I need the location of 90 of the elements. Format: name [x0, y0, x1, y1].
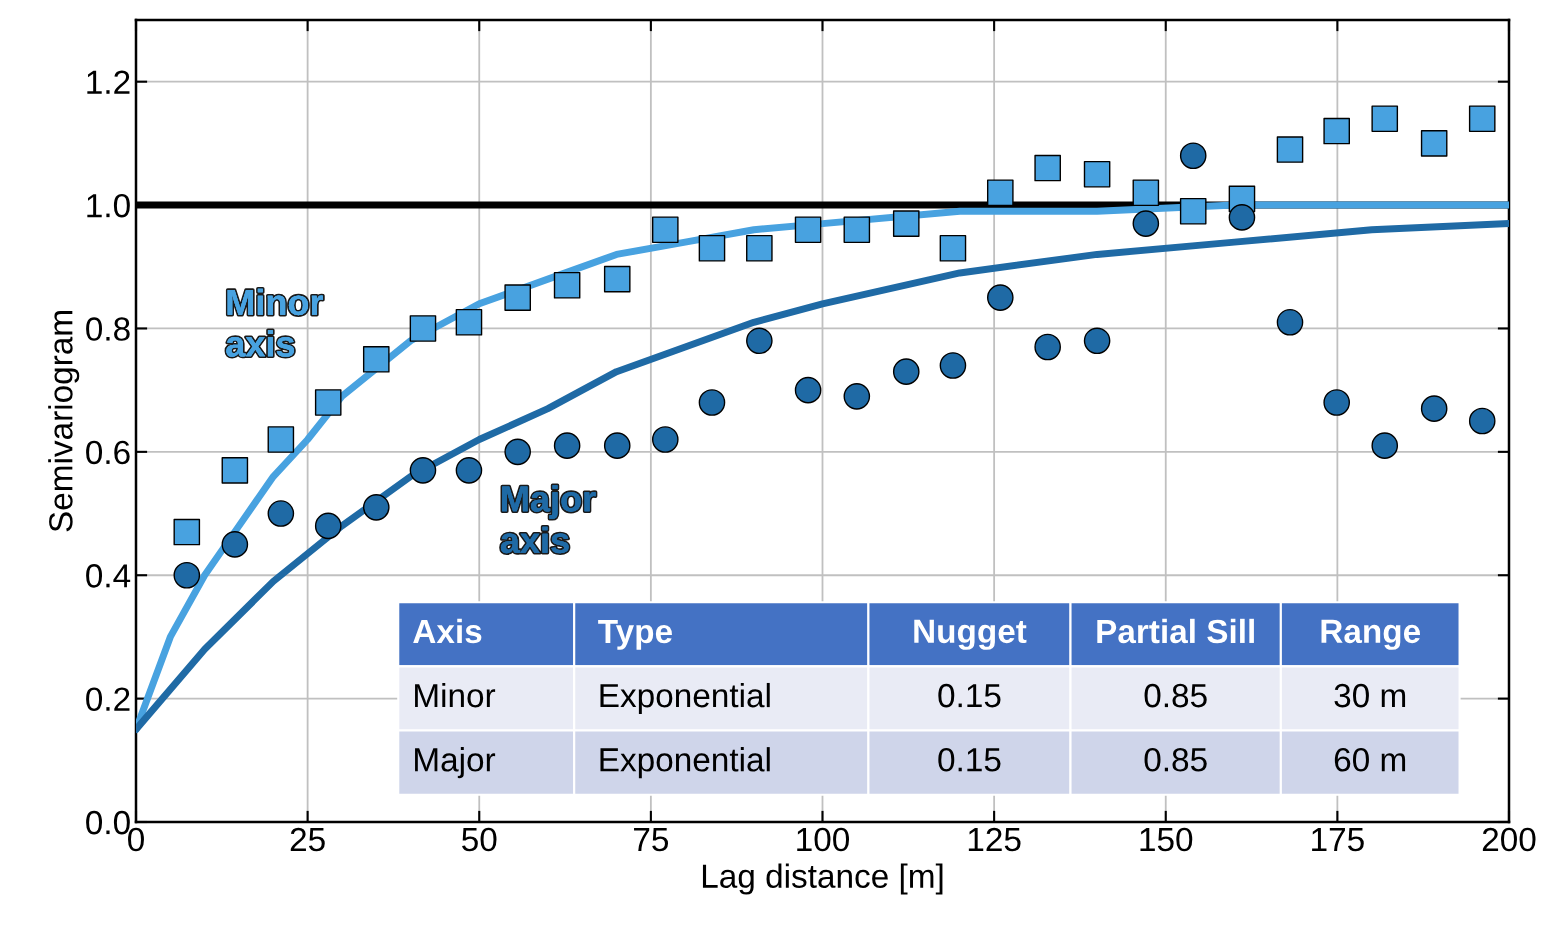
point [314, 389, 342, 416]
point [1228, 204, 1256, 231]
point [1034, 333, 1061, 361]
annotation: Range [1321, 619, 1421, 650]
point [1132, 179, 1160, 207]
point [1468, 407, 1496, 435]
point [1132, 210, 1160, 237]
point [267, 500, 295, 527]
annotation: Exponential [600, 682, 770, 715]
x-tick-label: 125 [968, 827, 1021, 852]
point [1179, 197, 1207, 225]
point [892, 210, 920, 237]
point [843, 383, 871, 410]
point [504, 284, 532, 311]
x-tick-label: 75 [634, 828, 669, 852]
point [1083, 160, 1111, 188]
point [651, 216, 679, 244]
point [939, 234, 967, 262]
point [1420, 130, 1448, 157]
point [173, 561, 201, 589]
point [651, 426, 679, 453]
point [843, 216, 871, 244]
point [698, 389, 726, 416]
point [362, 345, 390, 373]
point [698, 234, 726, 262]
y-tick-label: 0.4 [86, 564, 131, 588]
point [553, 271, 581, 299]
annotation: Exponential [600, 747, 770, 779]
point [939, 352, 967, 379]
point [267, 426, 295, 453]
point [603, 432, 631, 459]
point [1371, 105, 1399, 133]
point [794, 216, 822, 244]
annotation: Major [415, 747, 496, 779]
point [173, 518, 201, 546]
point [746, 234, 773, 262]
point [746, 327, 773, 355]
annotation: Axis [413, 618, 482, 644]
point [794, 376, 822, 404]
y-tick-label: 0.0 [86, 810, 130, 835]
point [362, 494, 390, 521]
point [1323, 389, 1350, 416]
y-axis-title: Semivariogram [48, 311, 80, 532]
point [603, 265, 631, 293]
x-tick-label: 100 [797, 827, 850, 852]
annotation: Type [598, 620, 672, 650]
point [1371, 432, 1399, 459]
y-tick-label: 1.0 [87, 193, 130, 218]
x-tick-label: 25 [290, 827, 325, 852]
annotation: Partial Sill [1097, 618, 1254, 644]
point [1276, 136, 1304, 163]
x-tick-label: 50 [462, 827, 497, 852]
point [986, 284, 1014, 311]
point [1323, 117, 1350, 145]
annotation: 0.15 [938, 683, 1001, 708]
point [1468, 105, 1496, 133]
x-tick-label: 0 [128, 827, 144, 852]
y-tick-label: 0.2 [86, 687, 130, 712]
x-tick-label: 150 [1140, 827, 1193, 852]
point [314, 512, 342, 540]
point [1420, 395, 1448, 422]
x-tick-label: 175 [1312, 828, 1364, 852]
annotation: 30 m [1334, 683, 1406, 708]
annotation: Nugget [914, 619, 1027, 650]
point [1276, 308, 1304, 336]
point [504, 438, 532, 466]
y-tick-label: 0.8 [86, 317, 130, 341]
annotation: Minor axis [226, 288, 323, 357]
x-axis-title: Lag distance [m] [702, 863, 943, 895]
point [409, 315, 437, 342]
y-tick-label: 1.2 [87, 70, 130, 94]
point [455, 457, 483, 484]
annotation: 60 m [1334, 748, 1406, 772]
point [1179, 142, 1207, 170]
annotation: Major axis [500, 485, 596, 554]
point [986, 179, 1014, 207]
y-tick-label: 0.6 [86, 440, 130, 465]
point [409, 457, 437, 484]
point [455, 308, 483, 336]
point [221, 457, 249, 484]
annotation: Minor [415, 682, 496, 708]
point [553, 432, 581, 459]
point [1034, 154, 1061, 182]
annotation: 0.85 [1144, 683, 1207, 708]
point [221, 531, 249, 558]
annotation: 0.15 [938, 748, 1001, 772]
point [892, 358, 920, 385]
point [1083, 327, 1111, 355]
annotation: 0.85 [1144, 748, 1207, 772]
x-tick-label: 200 [1482, 827, 1536, 852]
